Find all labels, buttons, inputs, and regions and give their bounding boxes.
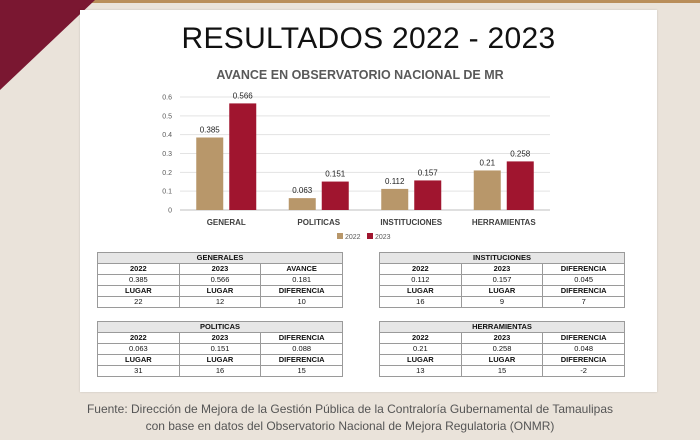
table-title: POLITICAS — [97, 321, 343, 333]
content-panel: RESULTADOS 2022 - 2023 AVANCE EN OBSERVA… — [80, 10, 657, 392]
col-header: DIFERENCIA — [260, 354, 343, 366]
col-header: 2022 — [379, 332, 462, 344]
table-cell: 15 — [260, 365, 343, 377]
x-category-label: POLITICAS — [297, 218, 340, 227]
col-header: LUGAR — [178, 354, 262, 366]
table-cell: 0.566 — [178, 274, 262, 286]
col-header: LUGAR — [178, 285, 262, 297]
table-cell: 0.181 — [260, 274, 343, 286]
col-header: 2023 — [460, 332, 544, 344]
col-header: LUGAR — [379, 285, 462, 297]
table-title: HERRAMIENTAS — [379, 321, 625, 333]
bar-2023-instituciones — [414, 180, 442, 210]
table-cell: 10 — [260, 296, 343, 308]
bar-2022-politicas — [288, 198, 316, 210]
table-cell: 15 — [460, 365, 544, 377]
col-header: LUGAR — [97, 354, 180, 366]
bar-chart: AVANCE EN OBSERVATORIO NACIONAL DE MR 0 0… — [162, 68, 550, 241]
table-cell: 0.385 — [97, 274, 180, 286]
col-header: LUGAR — [97, 285, 180, 297]
legend-label: 2023 — [375, 234, 391, 241]
table-cell: 16 — [178, 365, 262, 377]
data-label: 0.385 — [200, 125, 221, 134]
table-cell: 22 — [97, 296, 180, 308]
data-label: 0.151 — [325, 170, 346, 179]
col-header: 2023 — [178, 263, 262, 275]
table-cell: 13 — [379, 365, 462, 377]
table-cell: 31 — [97, 365, 180, 377]
bar-2023-herramientas — [506, 161, 534, 210]
bar-2022-instituciones — [381, 188, 409, 210]
bar-2023-general — [229, 103, 257, 210]
col-header: 2022 — [97, 263, 180, 275]
col-header: 2023 — [460, 263, 544, 275]
data-label: 0.566 — [233, 91, 254, 100]
col-header: DIFERENCIA — [260, 332, 343, 344]
col-header: DIFERENCIA — [542, 263, 625, 275]
data-label: 0.21 — [479, 158, 495, 167]
col-header: LUGAR — [379, 354, 462, 366]
table-cell: 12 — [178, 296, 262, 308]
col-header: 2023 — [178, 332, 262, 344]
table-cell: -2 — [542, 365, 625, 377]
data-label: 0.112 — [385, 177, 405, 186]
col-header: DIFERENCIA — [542, 332, 625, 344]
chart-title: AVANCE EN OBSERVATORIO NACIONAL DE MR — [216, 68, 503, 82]
source-line-2: con base en datos del Observatorio Nacio… — [145, 419, 555, 433]
table-generales: GENERALES 2022 2023 AVANCE 0.385 0.566 0… — [97, 252, 343, 308]
bar-2022-general — [196, 137, 224, 210]
table-cell: 0.063 — [97, 343, 180, 355]
table-cell: 0.112 — [379, 274, 462, 286]
col-header: LUGAR — [460, 354, 544, 366]
data-label: 0.157 — [418, 168, 439, 177]
table-herramientas: HERRAMIENTAS 2022 2023 DIFERENCIA 0.21 0… — [379, 321, 625, 377]
y-tick-label: 0.3 — [162, 151, 172, 158]
bar-2023-politicas — [321, 181, 349, 210]
table-cell: 0.151 — [178, 343, 262, 355]
x-category-label: GENERAL — [207, 218, 246, 227]
bar-2022-herramientas — [473, 170, 501, 210]
col-header: 2022 — [379, 263, 462, 275]
table-cell: 0.088 — [260, 343, 343, 355]
source-line-1: Fuente: Dirección de Mejora de la Gestió… — [86, 402, 614, 416]
table-cell: 0.258 — [460, 343, 544, 355]
table-politicas: POLITICAS 2022 2023 DIFERENCIA 0.063 0.1… — [97, 321, 343, 377]
table-cell: 0.045 — [542, 274, 625, 286]
x-category-label: INSTITUCIONES — [380, 218, 442, 227]
table-title: INSTITUCIONES — [379, 252, 625, 264]
col-header: LUGAR — [460, 285, 544, 297]
legend-label: 2022 — [345, 234, 361, 241]
table-cell: 16 — [379, 296, 462, 308]
y-tick-label: 0.4 — [162, 132, 172, 139]
col-header: DIFERENCIA — [260, 285, 343, 297]
y-tick-label: 0.1 — [162, 189, 172, 196]
y-tick-label: 0 — [168, 208, 172, 215]
table-instituciones: INSTITUCIONES 2022 2023 DIFERENCIA 0.112… — [379, 252, 625, 308]
col-header: DIFERENCIA — [542, 354, 625, 366]
corner-wine-decoration — [0, 0, 95, 90]
slide-title: RESULTADOS 2022 - 2023 — [181, 22, 556, 55]
y-tick-label: 0.6 — [162, 95, 172, 102]
col-header: AVANCE — [260, 263, 343, 275]
table-title: GENERALES — [97, 252, 343, 264]
x-category-label: HERRAMIENTAS — [472, 218, 537, 227]
col-header: DIFERENCIA — [542, 285, 625, 297]
data-label: 0.063 — [292, 186, 313, 195]
y-tick-label: 0.5 — [162, 113, 172, 120]
table-cell: 7 — [542, 296, 625, 308]
table-cell: 0.157 — [460, 274, 544, 286]
legend-swatch-2023 — [367, 233, 373, 239]
y-tick-label: 0.2 — [162, 170, 172, 177]
top-gold-stripe — [0, 0, 700, 3]
table-cell: 0.21 — [379, 343, 462, 355]
table-cell: 9 — [460, 296, 544, 308]
table-cell: 0.048 — [542, 343, 625, 355]
col-header: 2022 — [97, 332, 180, 344]
source-caption: Fuente: Dirección de Mejora de la Gestió… — [0, 401, 700, 435]
legend-swatch-2022 — [337, 233, 343, 239]
data-label: 0.258 — [510, 149, 531, 158]
